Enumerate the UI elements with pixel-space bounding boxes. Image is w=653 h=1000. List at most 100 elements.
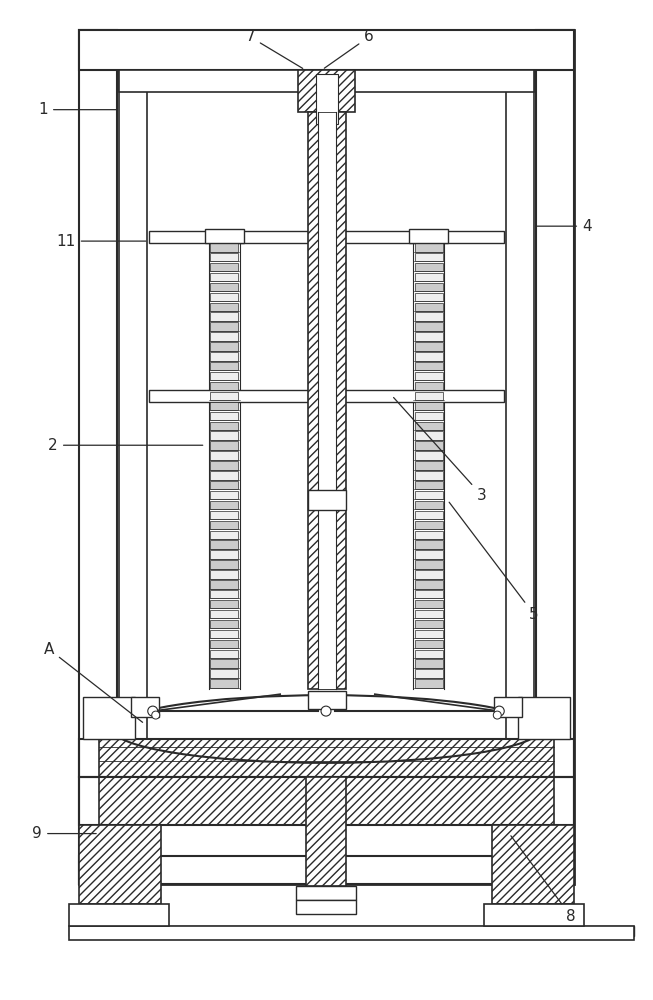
Circle shape [148, 706, 158, 716]
Bar [79, 30, 117, 884]
Bar [518, 697, 570, 739]
Bar [210, 620, 238, 628]
Bar [210, 521, 238, 529]
Bar [415, 412, 443, 420]
Bar [415, 521, 443, 529]
Bar [210, 540, 238, 549]
Bar [210, 422, 238, 430]
Bar [298, 70, 355, 112]
Bar [210, 273, 238, 281]
Bar [210, 580, 238, 589]
Bar [415, 600, 443, 608]
Bar [409, 229, 449, 243]
Bar [210, 322, 238, 331]
Bar [415, 491, 443, 499]
Bar [308, 691, 346, 709]
Bar [415, 501, 443, 509]
Bar [308, 112, 346, 689]
Bar [210, 382, 238, 390]
Text: 2: 2 [48, 438, 202, 453]
Bar [119, 70, 534, 92]
Bar [415, 303, 443, 311]
Bar [79, 856, 574, 884]
Bar [415, 322, 443, 331]
Bar [415, 590, 443, 598]
Bar [149, 390, 504, 402]
Bar [69, 926, 633, 940]
Bar [99, 777, 554, 825]
Circle shape [494, 706, 504, 716]
Bar [210, 451, 238, 460]
Bar [415, 382, 443, 390]
Text: 7: 7 [246, 29, 303, 68]
Bar [485, 904, 584, 926]
Bar [210, 372, 238, 380]
Bar [210, 342, 238, 351]
Bar [415, 441, 443, 450]
Bar [79, 30, 574, 884]
Bar [99, 739, 554, 777]
Bar [210, 669, 238, 678]
Text: 8: 8 [511, 836, 576, 924]
Bar [415, 253, 443, 261]
Bar [415, 273, 443, 281]
Text: A: A [44, 642, 142, 722]
Bar [210, 640, 238, 648]
Bar [210, 560, 238, 569]
Bar [494, 697, 522, 717]
Bar [210, 312, 238, 321]
Text: 5: 5 [449, 502, 539, 622]
Bar [415, 511, 443, 519]
Bar [415, 620, 443, 628]
Bar [415, 243, 443, 252]
Bar [415, 263, 443, 271]
Bar [415, 392, 443, 400]
Bar [415, 550, 443, 559]
Bar [415, 312, 443, 321]
Bar [83, 697, 135, 739]
Text: 3: 3 [394, 398, 486, 503]
Bar [210, 461, 238, 470]
Bar [210, 600, 238, 608]
Bar [415, 659, 443, 668]
Circle shape [493, 711, 502, 719]
Text: 1: 1 [39, 102, 116, 117]
Bar [415, 570, 443, 579]
Bar [210, 362, 238, 370]
Bar [415, 580, 443, 589]
Bar [119, 70, 147, 841]
Bar [415, 610, 443, 618]
Bar [318, 112, 336, 689]
Bar [210, 352, 238, 361]
Bar [306, 777, 346, 886]
Bar [415, 293, 443, 301]
Bar [415, 342, 443, 351]
Text: 11: 11 [57, 234, 146, 249]
Bar [415, 283, 443, 291]
Text: 9: 9 [33, 826, 96, 841]
Bar [415, 332, 443, 341]
Bar [415, 481, 443, 489]
Bar [415, 531, 443, 539]
Bar [210, 679, 238, 688]
Bar [210, 332, 238, 341]
Bar [506, 70, 534, 841]
Bar [131, 697, 159, 717]
Bar [79, 825, 161, 904]
Bar [210, 550, 238, 559]
Bar [415, 362, 443, 370]
Bar [210, 283, 238, 291]
Bar [415, 640, 443, 648]
Bar [536, 30, 574, 884]
Bar [316, 74, 338, 124]
Bar [210, 293, 238, 301]
Bar [210, 481, 238, 489]
Bar [415, 540, 443, 549]
Bar [415, 431, 443, 440]
Bar [210, 659, 238, 668]
Bar [210, 610, 238, 618]
Bar [210, 471, 238, 480]
Bar [210, 441, 238, 450]
Text: 6: 6 [325, 29, 374, 68]
Bar [69, 904, 168, 926]
